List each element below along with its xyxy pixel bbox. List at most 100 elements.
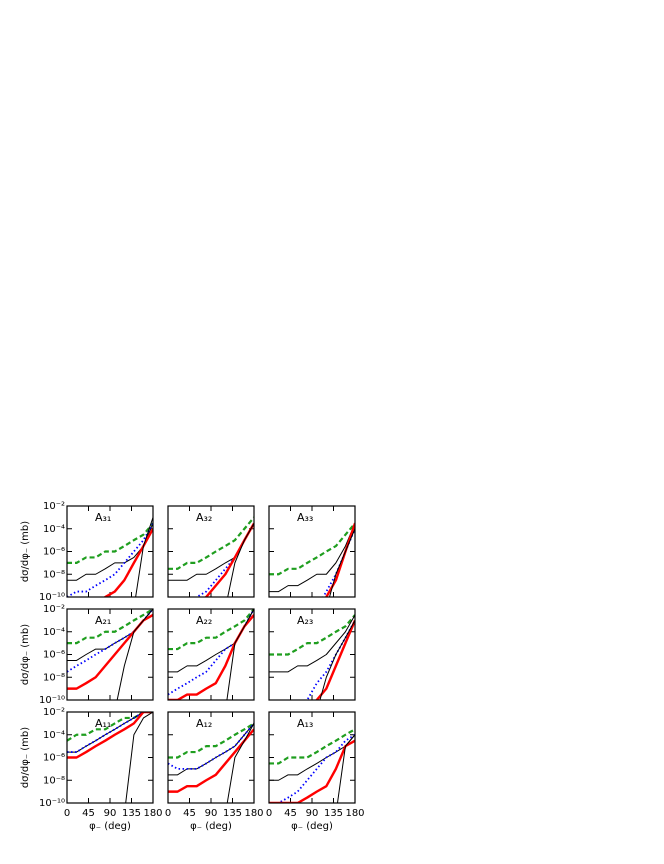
series-line (315, 619, 355, 700)
panel: 0 45 90 135 180 A₁₂ φ₋ (deg) (165, 711, 264, 832)
x-tick-label: 45 (183, 808, 196, 819)
plot-area (269, 614, 355, 700)
y-tick-label: 10⁻⁶ (43, 753, 65, 764)
series-line (226, 723, 254, 803)
series-line (195, 522, 254, 597)
y-tick-label: 10⁻² (43, 707, 65, 718)
panel-title: A₁₁ (95, 717, 111, 730)
panel-frame (66, 711, 154, 804)
plot-area (67, 517, 153, 597)
series-line (227, 523, 254, 597)
panel-title: A₂₃ (297, 614, 313, 627)
x-tick-label: 180 (143, 808, 162, 819)
panel-title: A₂₂ (196, 614, 212, 627)
y-tick-label: 10⁻¹⁰ (39, 695, 65, 706)
x-tick-label: 0 (64, 808, 70, 819)
y-tick-label: 10⁻⁸ (43, 775, 65, 786)
y-tick-label: 10⁻¹⁰ (39, 798, 65, 809)
panel-frame (268, 711, 356, 804)
panel-frame (167, 711, 255, 804)
panel-title: A₃₃ (297, 511, 313, 524)
y-tick-label: 10⁻² (43, 501, 65, 512)
plot-area (168, 516, 254, 597)
series-line (135, 517, 153, 597)
series-line (269, 522, 355, 576)
plot-area (67, 609, 153, 700)
series-line (324, 522, 355, 597)
y-tick-label: 10⁻⁴ (43, 627, 65, 638)
series-line (336, 734, 355, 803)
panel-title: A₁₂ (196, 717, 212, 730)
series-line (67, 522, 153, 564)
x-tick-label: 0 (266, 808, 272, 819)
panel-title: A₃₁ (95, 511, 111, 524)
panel-frame (167, 608, 255, 701)
panel: A₃₂ (167, 505, 255, 598)
series-line (168, 523, 254, 581)
panel-title: A₃₂ (196, 511, 212, 524)
panel-frame (66, 608, 154, 701)
x-tick-label: 180 (345, 808, 364, 819)
x-axis-label: φ₋ (deg) (291, 821, 333, 832)
series-line (116, 609, 153, 700)
series-line (168, 728, 254, 793)
y-tick-label: 10⁻¹⁰ (39, 592, 65, 603)
panel: 10⁻² 10⁻⁴ 10⁻⁶ 10⁻⁸ 10⁻¹⁰ A₂₁ dσ/dφ₋ (mb) (20, 604, 154, 706)
x-tick-label: 135 (223, 808, 242, 819)
plot-area (168, 609, 254, 700)
x-tick-label: 135 (122, 808, 141, 819)
series-line (67, 712, 153, 742)
panel: 0 45 90 135 180 10⁻² 10⁻⁴ 10⁻⁶ 10⁻⁸ 10⁻¹⁰ A₁₁ dσ/dφ… (20, 707, 163, 832)
panel-frame (66, 505, 154, 598)
series-line (67, 522, 153, 597)
panel: 10⁻² 10⁻⁴ 10⁻⁶ 10⁻⁸ 10⁻¹⁰ A₃₁ dσ/dφ₋ (mb) (20, 501, 154, 603)
series-line (168, 516, 254, 570)
x-tick-label: 45 (284, 808, 297, 819)
series-line (168, 609, 254, 696)
y-tick-label: 10⁻² (43, 604, 65, 615)
x-tick-label: 90 (205, 808, 218, 819)
series-line (328, 528, 355, 597)
panel-frame (268, 608, 356, 701)
x-tick-label: 90 (306, 808, 319, 819)
series-line (269, 523, 355, 593)
series-line (168, 723, 254, 776)
panel: A₂₂ (167, 608, 255, 701)
series-line (67, 523, 153, 581)
y-tick-label: 10⁻⁴ (43, 524, 65, 535)
panel-frame (268, 505, 356, 598)
series-line (103, 528, 153, 597)
panel-title: A₁₃ (297, 717, 313, 730)
series-line (269, 728, 355, 765)
series-line (226, 609, 254, 700)
panel: 0 45 90 135 180 A₁₃ φ₋ (deg) (266, 711, 365, 832)
y-axis-label: dσ/dφ₋ (mb) (20, 624, 31, 685)
plot-area (67, 712, 153, 803)
series-line (67, 712, 153, 759)
series-line (269, 739, 355, 803)
plot-area (269, 522, 355, 597)
plot-area (269, 728, 355, 803)
x-tick-label: 45 (82, 808, 95, 819)
x-tick-label: 180 (244, 808, 263, 819)
series-line (269, 614, 355, 673)
panel: A₃₃ (268, 505, 356, 598)
series-line (125, 712, 153, 803)
y-tick-label: 10⁻⁶ (43, 650, 65, 661)
panel-frame (167, 505, 255, 598)
panel: A₂₃ (268, 608, 356, 701)
series-line (319, 620, 355, 700)
y-tick-label: 10⁻⁶ (43, 547, 65, 558)
panel-title: A₂₁ (95, 614, 111, 627)
y-tick-label: 10⁻⁴ (43, 730, 65, 741)
x-tick-label: 135 (324, 808, 343, 819)
x-tick-label: 90 (104, 808, 117, 819)
y-tick-label: 10⁻⁸ (43, 569, 65, 580)
x-axis-label: φ₋ (deg) (89, 821, 131, 832)
series-line (269, 734, 355, 781)
y-tick-label: 10⁻⁸ (43, 672, 65, 683)
x-tick-label: 0 (165, 808, 171, 819)
plot-area (168, 722, 254, 803)
